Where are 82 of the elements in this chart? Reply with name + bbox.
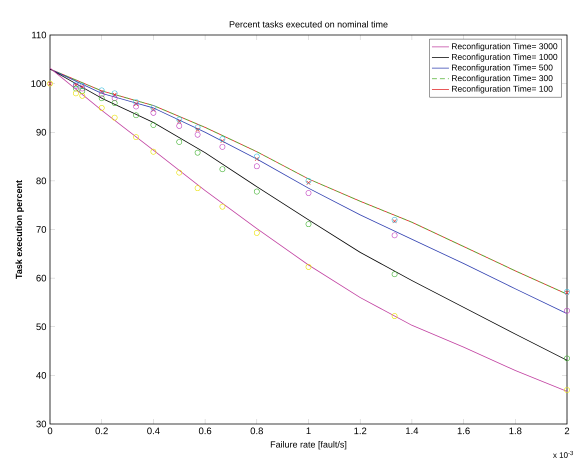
point [254,188,260,194]
x-tick-label: 1.6 [458,428,470,434]
x-tick-label: 1.2 [354,428,366,434]
point [195,128,200,132]
point [176,116,182,122]
y-tick-label: 70 [36,226,46,233]
point [194,124,200,130]
point [150,110,156,116]
point [392,219,397,224]
point [564,355,570,362]
y-tick-label: 90 [36,128,46,136]
point [392,216,398,223]
y-axis-title: Task execution percent [15,180,24,279]
point [177,119,182,124]
x-tick-label: 0.2 [96,428,108,434]
point [254,163,260,170]
y-tick-label: 60 [36,274,46,282]
x-axis-title: Failure rate [fault/s] [270,441,346,450]
y-tick-label: 80 [36,178,46,184]
y-tick-label: 50 [36,323,46,330]
chart-title: Percent tasks executed on nominal time [230,20,388,28]
point [151,108,156,112]
point [220,138,225,144]
point [306,190,312,196]
point [220,136,226,142]
point [254,230,260,236]
x-tick-label: 0 [48,428,52,434]
point [564,387,570,393]
point [176,139,182,145]
point [220,204,226,210]
point [220,166,226,172]
x-tick-label: 0.4 [147,428,160,434]
point [79,92,86,99]
point [133,99,139,105]
point [254,156,259,162]
point [133,112,139,118]
point [98,105,105,111]
y-tick-label: 110 [32,32,46,38]
point [79,88,86,94]
point [150,122,156,128]
x-tick-label: 1.8 [509,428,522,434]
x-tick-label: 1 [306,428,311,434]
point [194,185,200,192]
y-tick-label: 100 [31,80,46,87]
point [134,102,138,106]
legend-label: Reconfiguration Time= 500 [452,64,553,72]
legend-label: Reconfiguration Time= 300 [452,74,553,83]
x-tick-label: 0.6 [198,428,212,434]
x-tick-label: 0.8 [250,428,263,434]
point [72,86,79,92]
y-tick-label: 30 [36,420,46,428]
point [133,104,139,110]
y-tick-label: 40 [36,372,46,379]
point [306,264,312,270]
point [306,221,312,228]
point [220,144,226,150]
point [112,95,118,102]
point [112,90,118,96]
legend-label: Reconfiguration Time= 100 [452,86,553,94]
point [306,180,311,185]
point [392,271,398,278]
point [72,90,79,96]
point [112,100,118,106]
point [150,105,156,111]
x-tick-label: 1.4 [406,428,418,434]
point [112,114,118,121]
point [392,313,398,319]
point [98,91,105,98]
legend-label: Reconfiguration Time= 1000 [452,54,558,62]
point [306,178,312,184]
point [392,232,398,238]
x-tick-label: 2 [564,428,570,434]
point [133,134,139,140]
point [176,123,182,129]
point [194,150,200,156]
point [98,95,105,102]
point [150,148,156,155]
point [254,154,260,160]
legend-label: Reconfiguration Time= 3000 [452,43,558,51]
point [564,308,570,314]
point [176,170,182,176]
point [194,132,200,138]
